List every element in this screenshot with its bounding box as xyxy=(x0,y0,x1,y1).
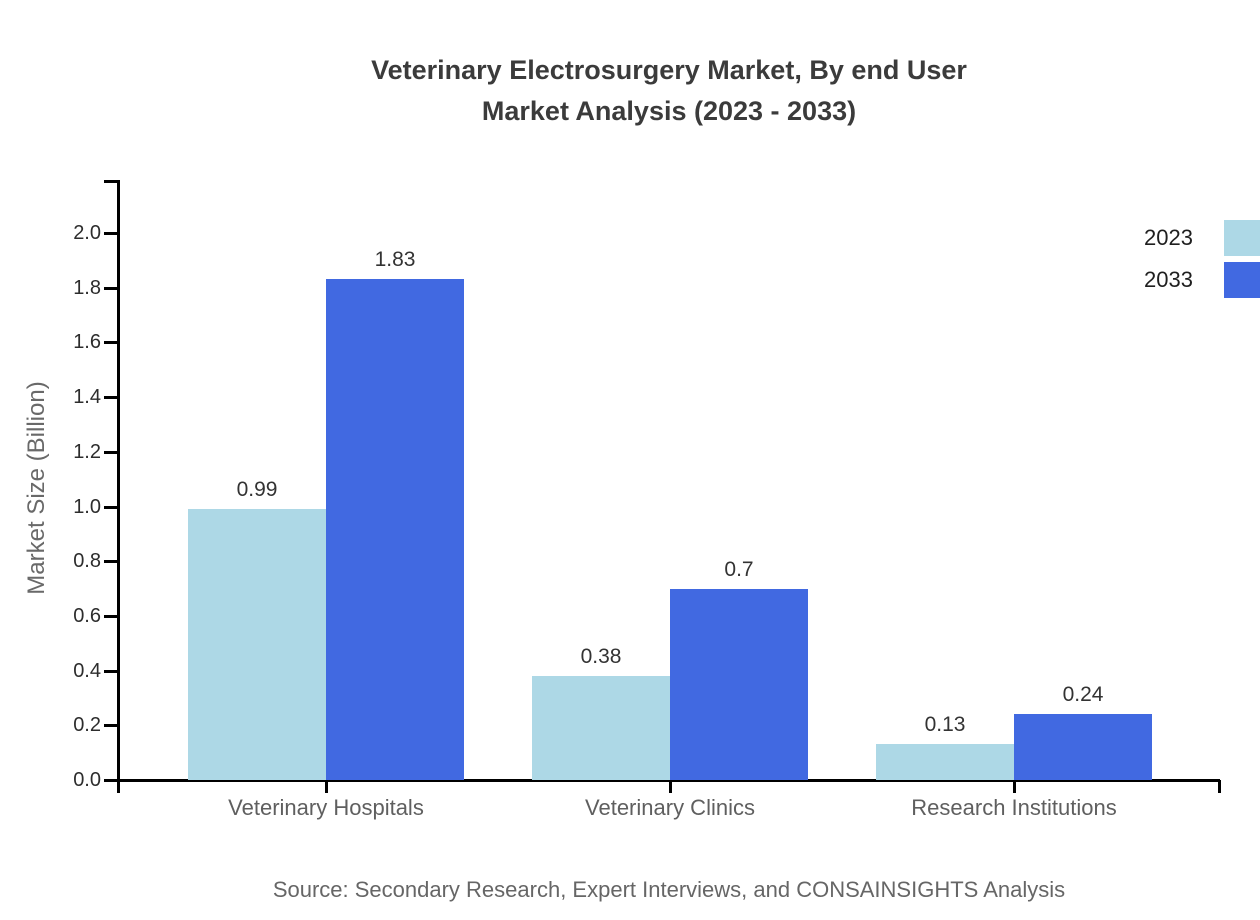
y-tick-label: 0.8 xyxy=(73,550,101,573)
legend-item-2023: 2023 xyxy=(1144,220,1260,256)
legend-label: 2033 xyxy=(1144,267,1193,292)
y-tick-label: 0.4 xyxy=(73,659,101,682)
y-tick-label: 1.0 xyxy=(73,495,101,518)
bar-value-label: 0.38 xyxy=(580,645,622,668)
chart-title-line-2: Market Analysis (2023 - 2033) xyxy=(481,96,857,126)
y-tick-label: 1.2 xyxy=(73,440,101,463)
x-axis-end-cap xyxy=(1218,780,1221,793)
y-axis-top-cap xyxy=(104,180,118,183)
bar-2033 xyxy=(670,589,808,780)
y-tick-label: 1.4 xyxy=(73,386,101,409)
y-tick-label: 1.8 xyxy=(73,276,101,299)
legend-swatch xyxy=(1224,220,1260,256)
x-axis-spine xyxy=(104,779,1220,782)
bar-2023 xyxy=(188,509,326,780)
y-tick-mark xyxy=(104,669,118,673)
chart-title-line-1: Veterinary Electrosurgery Market, By end… xyxy=(371,55,967,85)
y-tick-mark xyxy=(104,724,118,728)
y-tick-mark xyxy=(104,286,118,290)
legend: 2023 2033 xyxy=(1144,220,1260,304)
source-note: Source: Secondary Research, Expert Inter… xyxy=(272,877,1066,902)
bar-value-label: 1.83 xyxy=(374,248,416,271)
legend-swatch xyxy=(1224,262,1260,298)
x-tick-mark xyxy=(1013,780,1016,793)
y-axis-spine xyxy=(117,180,120,793)
y-tick-mark xyxy=(104,779,118,782)
x-category-label: Veterinary Hospitals xyxy=(228,795,424,820)
y-tick-label: 1.6 xyxy=(73,331,101,354)
chart-title: Veterinary Electrosurgery Market, By end… xyxy=(118,50,1220,132)
y-tick-label: 0.0 xyxy=(73,769,101,791)
y-tick-label: 2.0 xyxy=(73,222,101,244)
y-tick-mark xyxy=(104,614,118,618)
y-tick-label: 0.6 xyxy=(73,604,101,627)
y-tick-mark xyxy=(104,232,118,235)
bar-value-label: 0.99 xyxy=(236,478,278,501)
bar-2023 xyxy=(876,744,1014,780)
bar-value-label: 0.13 xyxy=(924,713,966,736)
x-category-label: Research Institutions xyxy=(911,795,1117,820)
bar-2023 xyxy=(532,676,670,780)
y-tick-mark xyxy=(104,505,118,509)
bar-2033 xyxy=(1014,714,1152,780)
x-tick-mark xyxy=(669,780,672,793)
y-tick-label: 0.2 xyxy=(73,714,101,737)
y-tick-mark xyxy=(104,450,118,454)
y-tick-mark xyxy=(104,341,118,345)
x-tick-mark xyxy=(325,780,328,793)
y-tick-mark xyxy=(104,396,118,400)
legend-label: 2023 xyxy=(1144,225,1193,250)
legend-item-2033: 2033 xyxy=(1144,262,1260,298)
bar-value-label: 0.24 xyxy=(1062,683,1104,706)
bar-2033 xyxy=(326,279,464,780)
y-tick-mark xyxy=(104,560,118,564)
bar-value-label: 0.7 xyxy=(724,558,754,581)
x-category-label: Veterinary Clinics xyxy=(585,795,755,820)
